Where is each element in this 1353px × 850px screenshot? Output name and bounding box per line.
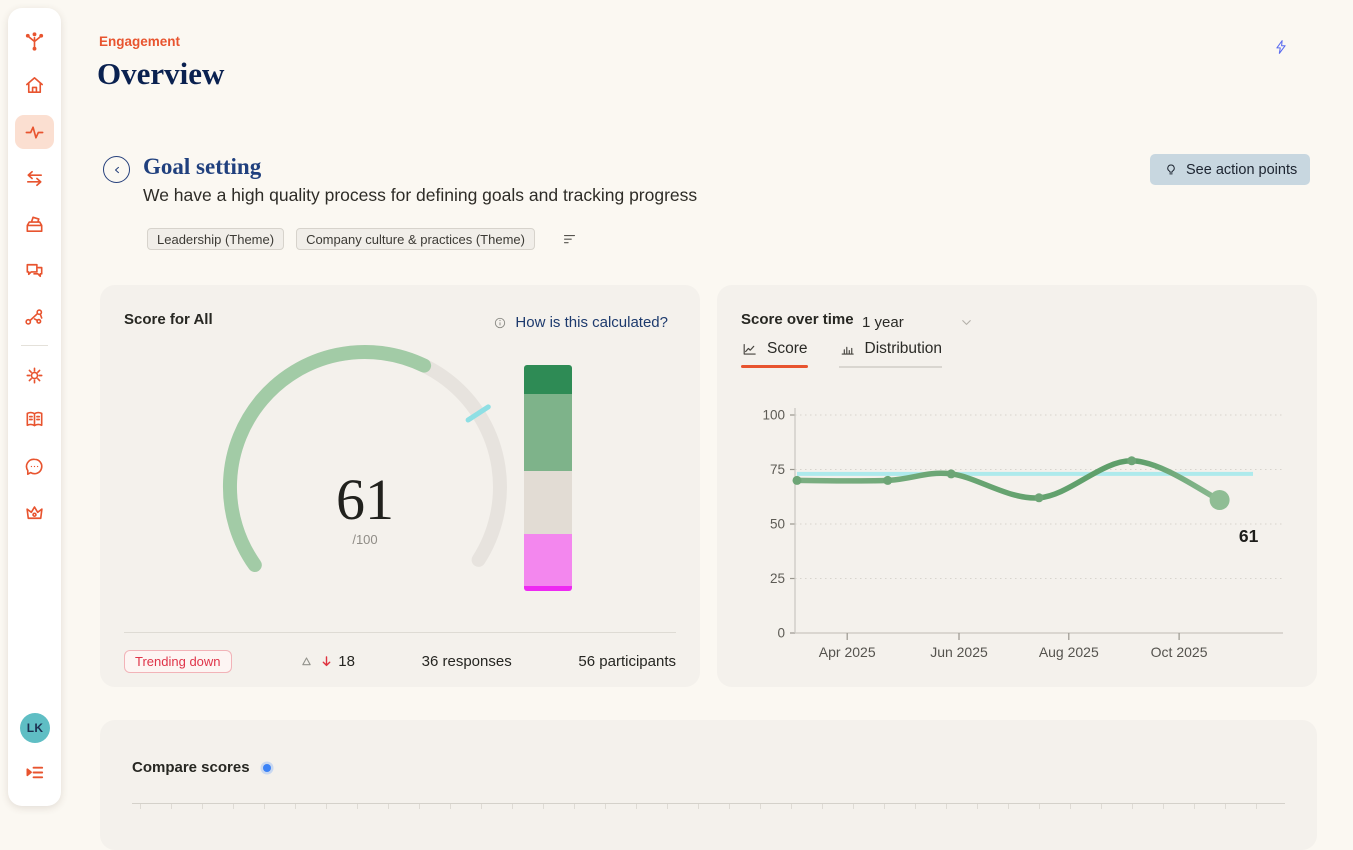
participants-count: 56 participants	[578, 652, 676, 670]
collapse-menu-icon[interactable]	[8, 754, 61, 790]
theme-chip[interactable]: Company culture & practices (Theme)	[296, 228, 535, 250]
svg-text:Aug 2025: Aug 2025	[1039, 644, 1099, 660]
distribution-segment	[524, 365, 572, 395]
theme-chip[interactable]: Leadership (Theme)	[147, 228, 285, 250]
pulse-icon[interactable]	[8, 114, 61, 150]
distribution-segment	[524, 534, 572, 587]
svg-text:Apr 2025: Apr 2025	[819, 644, 876, 660]
distribution-segment	[524, 394, 572, 472]
bar-chart-icon	[841, 346, 854, 355]
premium-crown-icon[interactable]	[8, 494, 61, 530]
sidebar-divider	[21, 345, 48, 346]
distribution-bar	[524, 365, 572, 591]
question-title: Goal setting	[143, 154, 262, 179]
score-delta: 18	[298, 653, 355, 670]
compare-scores-card: Compare scores	[100, 720, 1317, 850]
svg-text:Jun 2025: Jun 2025	[930, 644, 988, 660]
settings-gear-icon[interactable]	[8, 357, 61, 393]
score-card-title: Score for All	[124, 311, 213, 328]
svg-text:100: 100	[762, 408, 785, 423]
score-card: Score for All How is this calculated? 61…	[100, 285, 700, 687]
feedback-bubble-icon[interactable]	[8, 448, 61, 484]
svg-text:25: 25	[770, 571, 785, 586]
compare-title: Compare scores	[132, 759, 250, 776]
range-dropdown[interactable]: 1 year	[862, 314, 974, 331]
line-chart-icon	[743, 343, 756, 355]
compare-divider	[132, 803, 1285, 804]
see-action-points-button[interactable]: See action points	[1150, 154, 1311, 185]
trend-card-title: Score over time	[741, 311, 854, 328]
how-calculated-link[interactable]: How is this calculated?	[492, 314, 668, 331]
score-suffix: /100	[352, 532, 378, 547]
score-card-footer: Trending down 18 36 responses 56 partici…	[124, 632, 676, 687]
tab-score[interactable]: Score	[741, 340, 808, 368]
question-description: We have a high quality process for defin…	[143, 185, 698, 205]
svg-text:0: 0	[777, 626, 785, 641]
home-icon[interactable]	[8, 67, 61, 103]
theme-chips: Leadership (Theme) Company culture & pra…	[147, 228, 578, 250]
compare-arrows-icon[interactable]	[8, 160, 61, 196]
logo-icon[interactable]	[8, 23, 61, 59]
info-dot-icon[interactable]	[263, 764, 271, 772]
page-title: Overview	[97, 56, 225, 91]
back-button[interactable]	[103, 156, 130, 183]
distribution-segment	[524, 471, 572, 535]
avatar[interactable]: LK	[20, 713, 50, 743]
svg-text:61: 61	[1239, 526, 1259, 546]
info-icon	[495, 317, 506, 328]
svg-text:75: 75	[770, 462, 785, 477]
handbook-icon[interactable]	[8, 401, 61, 437]
score-number: 61	[336, 467, 394, 532]
lightning-icon[interactable]	[1272, 38, 1290, 56]
align-lines-icon[interactable]	[561, 231, 578, 248]
ballot-box-icon[interactable]	[8, 206, 61, 242]
responses-count: 36 responses	[421, 652, 512, 670]
score-over-time-chart: 0 25 50 75 100 Apr 2025 Jun 2025 Aug 2025 Oct 20…	[727, 400, 1307, 670]
trend-badge: Trending down	[124, 649, 232, 673]
insights-icon[interactable]	[8, 299, 61, 335]
lightbulb-icon	[1167, 163, 1175, 174]
tab-distribution[interactable]: Distribution	[838, 340, 942, 368]
svg-text:50: 50	[770, 517, 785, 532]
svg-text:Oct 2025: Oct 2025	[1151, 644, 1208, 660]
breadcrumb-eyebrow: Engagement	[99, 34, 181, 49]
arrow-down-icon	[322, 655, 331, 666]
conversations-icon[interactable]	[8, 252, 61, 288]
triangle-icon	[302, 656, 311, 665]
score-gauge	[215, 343, 515, 575]
chevron-down-icon	[961, 320, 971, 325]
score-over-time-card: Score over time 1 year Score Distributio…	[717, 285, 1317, 687]
score-value: 61 /100	[215, 467, 515, 548]
distribution-segment	[524, 586, 572, 591]
trend-tabs: Score Distribution	[741, 340, 942, 368]
compare-axis-ticks	[140, 804, 1277, 809]
sidebar: LK	[8, 8, 61, 806]
